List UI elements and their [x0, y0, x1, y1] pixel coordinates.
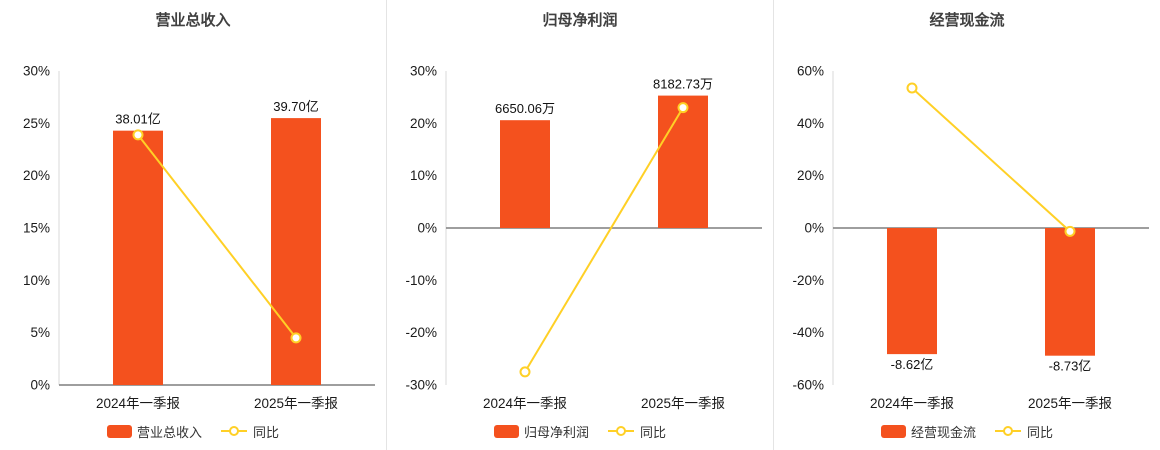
legend-line-item[interactable]: 同比	[607, 422, 666, 441]
category-label: 2024年一季报	[870, 396, 954, 411]
bar	[658, 95, 708, 228]
operating-revenue-chart: 0% 5% 10% 15% 20% 25% 30% 38.01亿 2024年一季报 39.70亿 2…	[23, 64, 375, 411]
yoy-point-marker	[519, 366, 531, 378]
legend-line-label: 同比	[1027, 424, 1054, 440]
yoy-point-marker	[290, 332, 302, 344]
y-tick-label: 30%	[410, 64, 437, 79]
y-tick-label: 10%	[23, 273, 50, 288]
chart-title-operating-revenue: 营业总收入	[155, 12, 231, 29]
y-tick-label: 15%	[23, 221, 50, 236]
y-tick-label: -20%	[792, 273, 824, 288]
panel-operating-revenue: 营业总收入 0% 5% 10% 15% 20% 25% 30% 38.01亿 2024年一季报 3…	[0, 0, 386, 450]
category-label: 2025年一季报	[254, 396, 338, 411]
y-tick-label: 20%	[797, 168, 824, 183]
legend-bar-label: 经营现金流	[910, 424, 976, 440]
y-tick-label: -60%	[792, 378, 824, 393]
operating-cash-flow-chart: -60% -40% -20% 0% 20% 40% 60% -8.62亿 2024年一季报 -8.…	[792, 64, 1149, 411]
y-tick-label: 25%	[23, 116, 50, 131]
legend-bar-label: 营业总收入	[136, 424, 202, 440]
bar-value-label: -8.73亿	[1049, 359, 1092, 374]
bar-value-label: 39.70亿	[273, 99, 319, 114]
chart-legend: 归母净利润 同比	[493, 421, 666, 441]
y-tick-label: -20%	[405, 325, 437, 340]
yoy-line	[524, 107, 684, 373]
legend-line-item[interactable]: 同比	[994, 422, 1053, 441]
bar	[887, 228, 937, 355]
bar-series-swatch-icon	[493, 424, 519, 438]
chart-legend: 经营现金流 同比	[880, 421, 1053, 441]
bar-series-swatch-icon	[106, 424, 132, 438]
bar	[1045, 228, 1095, 356]
category-label: 2025年一季报	[1028, 396, 1112, 411]
y-tick-label: 30%	[23, 64, 50, 79]
y-tick-label: -10%	[405, 273, 437, 288]
y-tick-label: 60%	[797, 64, 824, 79]
y-tick-label: 20%	[410, 116, 437, 131]
yoy-point-marker	[677, 102, 689, 114]
y-tick-label: 5%	[30, 325, 50, 340]
y-tick-label: -40%	[792, 325, 824, 340]
bar-value-label: 6650.06万	[495, 101, 555, 116]
yoy-point-marker	[1064, 225, 1076, 237]
net-profit-chart: -30% -20% -10% 0% 10% 20% 30% 6650.06万 2024年一季报 8…	[405, 64, 762, 411]
y-tick-label: 0%	[417, 221, 437, 236]
category-label: 2024年一季报	[483, 396, 567, 411]
y-tick-label: -30%	[405, 378, 437, 393]
legend-bar-item[interactable]: 归母净利润	[493, 422, 589, 441]
legend-bar-item[interactable]: 营业总收入	[106, 422, 202, 441]
legend-line-item[interactable]: 同比	[220, 422, 279, 441]
bar	[500, 120, 550, 228]
line-series-marker-icon	[221, 426, 247, 436]
bar-value-label: -8.62亿	[891, 357, 934, 372]
y-tick-label: 20%	[23, 168, 50, 183]
legend-line-label: 同比	[253, 424, 280, 440]
y-tick-label: 0%	[804, 221, 824, 236]
panel-operating-cash-flow: 经营现金流 -60% -40% -20% 0% 20% 40% 60% -8.62亿 2024年…	[773, 0, 1160, 450]
yoy-line	[137, 134, 297, 339]
bar-value-label: 8182.73万	[653, 77, 713, 92]
category-label: 2025年一季报	[641, 396, 725, 411]
panel-net-profit: 归母净利润 -30% -20% -10% 0% 10% 20% 30% 6650.06万 202…	[386, 0, 773, 450]
y-tick-label: 10%	[410, 168, 437, 183]
yoy-line	[911, 87, 1071, 233]
y-tick-label: 40%	[797, 116, 824, 131]
bar	[113, 130, 163, 385]
y-tick-label: 0%	[30, 378, 50, 393]
legend-line-label: 同比	[640, 424, 667, 440]
bar-value-label: 38.01亿	[115, 112, 161, 127]
yoy-point-marker	[132, 129, 144, 141]
bar	[271, 118, 321, 385]
yoy-point-marker	[906, 82, 918, 94]
category-label: 2024年一季报	[96, 396, 180, 411]
legend-bar-label: 归母净利润	[523, 424, 589, 440]
chart-title-net-profit: 归母净利润	[542, 12, 618, 29]
line-series-marker-icon	[608, 426, 634, 436]
legend-bar-item[interactable]: 经营现金流	[880, 422, 976, 441]
chart-legend: 营业总收入 同比	[106, 421, 279, 441]
line-series-marker-icon	[995, 426, 1021, 436]
chart-title-operating-cash-flow: 经营现金流	[929, 12, 1005, 29]
bar-series-swatch-icon	[880, 424, 906, 438]
